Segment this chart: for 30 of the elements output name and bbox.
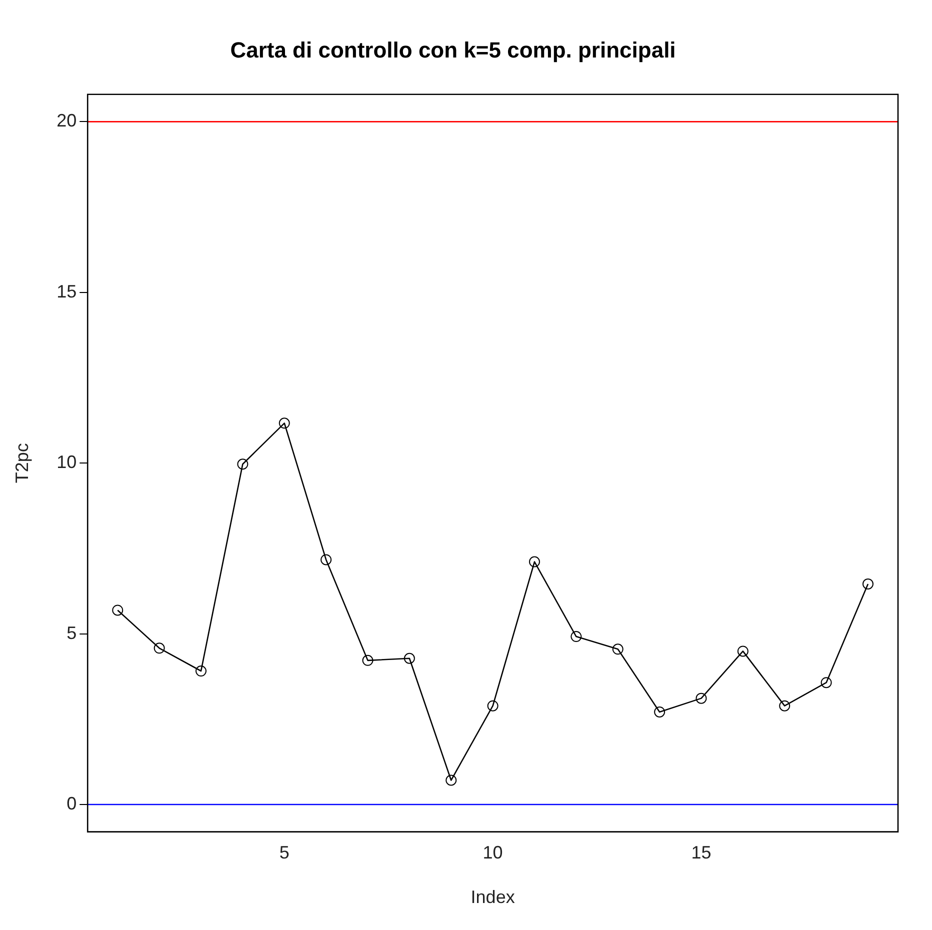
point <box>612 644 624 655</box>
point <box>196 666 207 677</box>
point <box>446 774 457 786</box>
point <box>570 631 582 642</box>
point <box>237 458 248 470</box>
point <box>737 646 748 657</box>
point <box>112 604 124 616</box>
y-axis-title: T2pc <box>12 443 32 484</box>
point <box>362 654 374 666</box>
point <box>862 578 874 590</box>
chart-title: Carta di controllo con k=5 comp. principali <box>230 37 676 62</box>
point <box>779 700 790 712</box>
y-tick-label: 5 <box>66 622 77 643</box>
x-axis-title: Index <box>470 887 515 908</box>
point <box>404 652 415 664</box>
point <box>320 554 332 566</box>
point <box>696 692 707 704</box>
point <box>820 677 832 688</box>
y-tick-label: 10 <box>56 452 77 472</box>
x-tick-label: 5 <box>279 842 290 863</box>
y-tick-label: 20 <box>56 110 77 131</box>
point <box>487 700 498 712</box>
x-tick-label: 15 <box>691 842 712 863</box>
y-tick-label: 15 <box>56 281 77 302</box>
point <box>654 706 666 718</box>
point <box>278 418 290 429</box>
point <box>154 642 165 654</box>
point <box>528 556 540 568</box>
y-tick-label: 0 <box>66 793 77 814</box>
x-tick-label: 10 <box>482 842 503 863</box>
